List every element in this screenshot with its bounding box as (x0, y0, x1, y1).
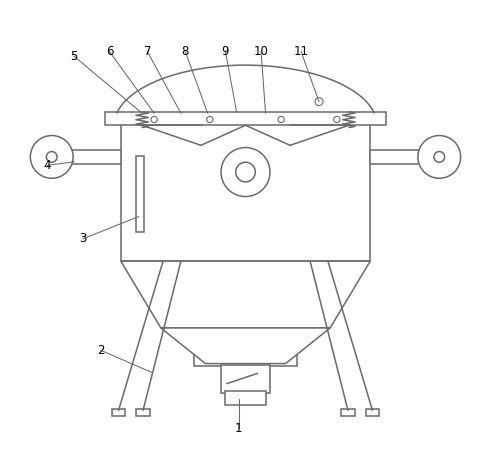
Text: 6: 6 (106, 45, 113, 58)
Circle shape (315, 98, 323, 106)
Polygon shape (161, 328, 330, 364)
Circle shape (434, 152, 445, 162)
Bar (112, 409, 125, 416)
Bar (221, 365, 270, 392)
Circle shape (221, 147, 270, 197)
Circle shape (278, 116, 284, 123)
Circle shape (418, 135, 461, 178)
Bar (194, 353, 297, 366)
Circle shape (151, 116, 157, 123)
Text: 5: 5 (70, 50, 78, 63)
Bar (136, 156, 144, 232)
Circle shape (30, 135, 73, 178)
Bar (54, 150, 121, 164)
Circle shape (46, 152, 57, 162)
Text: 1: 1 (235, 422, 243, 435)
Text: 11: 11 (294, 45, 309, 58)
Bar (370, 150, 437, 164)
Bar (121, 119, 370, 261)
Bar (105, 112, 386, 125)
Text: 7: 7 (144, 45, 151, 58)
Text: 3: 3 (79, 232, 86, 245)
Circle shape (334, 116, 340, 123)
Polygon shape (121, 261, 370, 328)
Text: 4: 4 (44, 159, 51, 172)
Circle shape (236, 162, 255, 182)
Text: 8: 8 (182, 45, 189, 58)
Circle shape (207, 116, 213, 123)
Bar (225, 391, 266, 405)
Bar (136, 409, 150, 416)
Text: 2: 2 (97, 344, 105, 357)
Text: 10: 10 (254, 45, 269, 58)
Bar (341, 409, 355, 416)
Text: 9: 9 (222, 45, 229, 58)
Bar (366, 409, 379, 416)
